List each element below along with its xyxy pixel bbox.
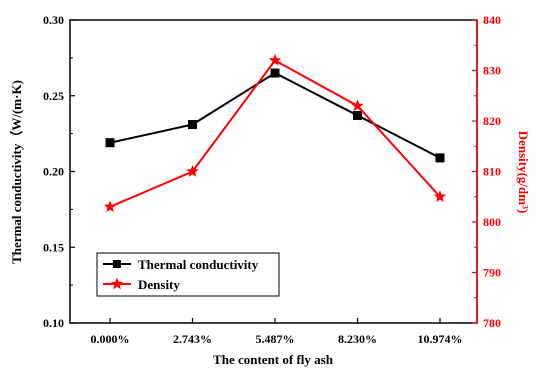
- y-right-tick-label: 830: [483, 64, 501, 78]
- y-right-tick-label: 800: [483, 215, 501, 229]
- y-left-tick-label: 0.15: [43, 240, 64, 254]
- y-axis-right-label: Density(g/dm³): [516, 131, 531, 214]
- y-left-tick-label: 0.10: [43, 316, 64, 330]
- data-point-thermal-conductivity: [106, 138, 115, 147]
- data-point-thermal-conductivity: [436, 153, 445, 162]
- series-line-thermal-conductivity: [110, 73, 440, 158]
- legend-label-density: Density: [138, 277, 180, 292]
- legend-marker-thermal-conductivity: [113, 260, 121, 268]
- y-right-tick-label: 780: [483, 316, 501, 330]
- x-axis: 0.000% 2.743% 5.487% 8.230% 10.974%: [91, 318, 463, 346]
- x-tick-label: 0.000%: [91, 332, 130, 346]
- data-point-thermal-conductivity: [188, 120, 197, 129]
- data-point-density: [104, 200, 116, 212]
- series-layer: [104, 54, 446, 212]
- x-tick-label: 5.487%: [256, 332, 295, 346]
- y-left-tick-label: 0.20: [43, 165, 64, 179]
- y-right-tick-label: 810: [483, 165, 501, 179]
- data-point-thermal-conductivity: [271, 69, 280, 78]
- legend: Thermal conductivity Density: [97, 253, 279, 296]
- series-line-density: [110, 60, 440, 206]
- y-left-tick-label: 0.25: [43, 89, 64, 103]
- x-tick-label: 2.743%: [173, 332, 212, 346]
- y-right-tick-label: 820: [483, 114, 501, 128]
- x-tick-label: 10.974%: [418, 332, 463, 346]
- data-point-thermal-conductivity: [353, 111, 362, 120]
- x-tick-label: 8.230%: [338, 332, 377, 346]
- y-right-tick-label: 790: [483, 266, 501, 280]
- y-left-tick-label: 0.30: [43, 13, 64, 27]
- y-right-tick-label: 840: [483, 13, 501, 27]
- legend-label-thermal-conductivity: Thermal conductivity: [138, 257, 259, 272]
- x-axis-label: The content of fly ash: [213, 352, 334, 367]
- y-axis-left-label: Thermal conductivity（W/(m·K): [9, 80, 24, 264]
